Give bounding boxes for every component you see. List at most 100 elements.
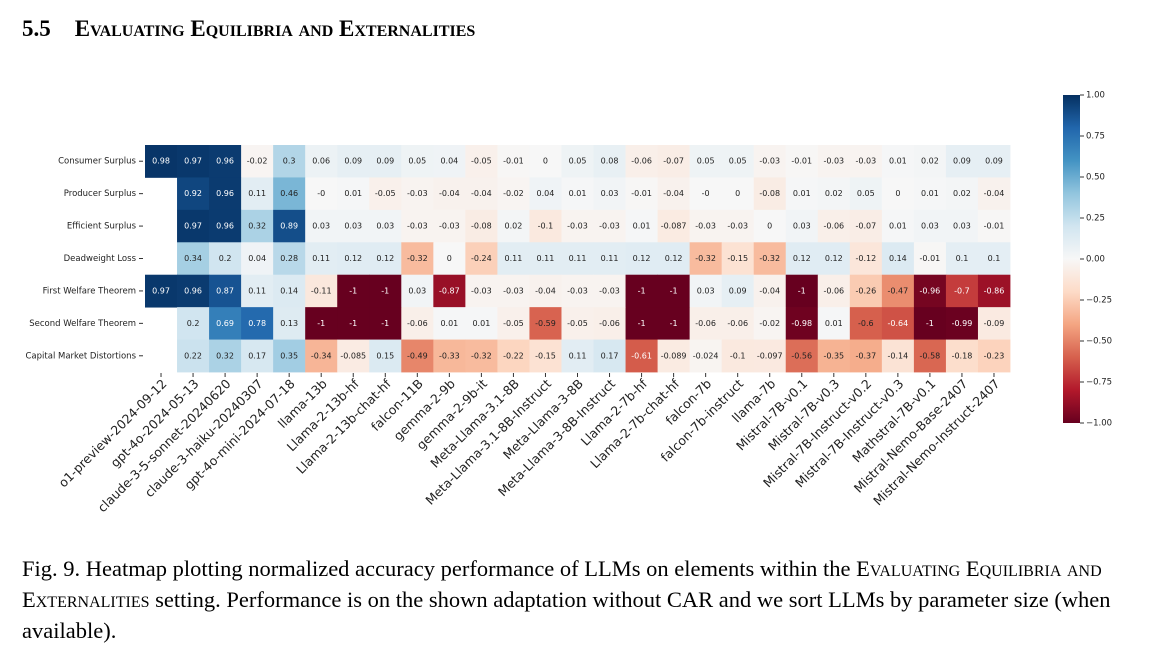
cell-label: 0.46 xyxy=(280,189,298,198)
cell-label: 0.04 xyxy=(248,254,266,263)
cell-label: -0.03 xyxy=(407,222,428,231)
colorbar-tick-label: −0.25 xyxy=(1086,296,1112,306)
cell-label: 0.03 xyxy=(697,286,715,295)
cell-label: -0.33 xyxy=(439,351,460,360)
heatmap-cell xyxy=(497,274,530,308)
cell-label: -0.087 xyxy=(661,222,687,231)
cell-label: 0.92 xyxy=(184,189,202,198)
cell-label: -0.09 xyxy=(984,319,1005,328)
cell-label: 0.01 xyxy=(633,222,651,231)
cell-label: 0.11 xyxy=(312,254,330,263)
cell-label: 0.11 xyxy=(505,254,523,263)
heatmap-cell xyxy=(209,339,242,373)
heatmap-cell xyxy=(209,274,242,308)
heatmap-cell xyxy=(785,242,819,276)
heatmap-cell xyxy=(561,242,594,276)
heatmap-cell xyxy=(753,177,787,211)
cell-label: 0.05 xyxy=(697,157,715,166)
heatmap-cell xyxy=(593,177,626,211)
cell-label: 0.02 xyxy=(953,189,971,198)
cell-label: 0.13 xyxy=(280,319,298,328)
heatmap-cell xyxy=(433,339,466,373)
heatmap-cell xyxy=(785,274,819,308)
section-heading: 5.5 Evaluating Equilibria and Externaliti… xyxy=(22,16,475,42)
cell-label: 0.28 xyxy=(280,254,298,263)
heatmap-cell xyxy=(817,145,851,178)
heatmap-cell xyxy=(337,339,370,373)
cell-label: 0.08 xyxy=(601,157,619,166)
heatmap-cell xyxy=(273,339,306,373)
section-title: Evaluating Equilibria and Externalities xyxy=(74,16,476,41)
heatmap-cell xyxy=(689,242,723,276)
cell-label: -1 xyxy=(349,319,357,328)
cell-label: -1 xyxy=(381,286,389,295)
column-label: claude-3-5-sonnet-20240620 xyxy=(95,376,234,515)
colorbar-tick-label: 1.00 xyxy=(1086,91,1105,101)
heatmap-cell xyxy=(241,242,274,276)
heatmap-cell xyxy=(913,177,947,211)
heatmap-cell xyxy=(785,339,819,373)
heatmap-cell xyxy=(625,209,658,243)
heatmap-cell xyxy=(177,307,210,340)
cell-label: -0.03 xyxy=(503,286,524,295)
heatmap-cell xyxy=(753,145,787,178)
cell-label: -0.02 xyxy=(247,157,268,166)
cell-label: -0 xyxy=(702,189,710,198)
heatmap-cell xyxy=(465,145,498,178)
cell-label: 0.01 xyxy=(889,222,907,231)
heatmap-cell xyxy=(273,177,306,211)
cell-label: -0.01 xyxy=(631,189,652,198)
cell-label: 0.98 xyxy=(152,157,170,166)
cell-label: -0.03 xyxy=(823,157,844,166)
cell-label: 0.12 xyxy=(665,254,683,263)
heatmap-cell xyxy=(369,209,402,243)
heatmap-cell xyxy=(625,307,658,340)
cell-label: -0.32 xyxy=(407,254,428,263)
cell-label: -0.96 xyxy=(920,286,941,295)
heatmap-cell xyxy=(337,145,370,178)
heatmap-cell xyxy=(529,242,562,276)
heatmap-cell xyxy=(977,307,1011,340)
cell-label: 0.89 xyxy=(280,222,298,231)
cell-label: 0.01 xyxy=(793,189,811,198)
heatmap-cell xyxy=(881,145,915,178)
cell-label: -0.64 xyxy=(888,319,909,328)
cell-label: 0.1 xyxy=(988,254,1001,263)
heatmap-cell xyxy=(433,242,466,276)
cell-label: -0.03 xyxy=(599,286,620,295)
heatmap-cell xyxy=(945,209,979,243)
cell-label: 0 xyxy=(735,189,740,198)
cell-label: 0.03 xyxy=(312,222,330,231)
heatmap-cell xyxy=(689,177,723,211)
heatmap-cell xyxy=(433,177,466,211)
heatmap-cell xyxy=(657,307,691,340)
cell-label: -0.06 xyxy=(823,222,844,231)
heatmap-cell xyxy=(913,274,947,308)
cell-label: -0.04 xyxy=(984,189,1005,198)
heatmap-cell xyxy=(369,177,402,211)
cell-label: -0.07 xyxy=(855,222,876,231)
cell-label: -0.35 xyxy=(823,351,844,360)
cell-label: -0.7 xyxy=(954,286,970,295)
cell-label: 0.01 xyxy=(472,319,490,328)
row-label: Capital Market Distortions xyxy=(26,351,137,361)
heatmap-cell xyxy=(177,145,210,178)
cell-label: 0.11 xyxy=(537,254,555,263)
heatmap-cell xyxy=(849,307,883,340)
cell-label: -0.86 xyxy=(984,286,1005,295)
heatmap-cell xyxy=(817,209,851,243)
cell-label: 0.22 xyxy=(184,351,202,360)
heatmap-cell xyxy=(177,274,210,308)
heatmap-cell xyxy=(465,242,498,276)
heatmap-cell xyxy=(849,145,883,178)
heatmap-cell xyxy=(625,145,658,178)
heatmap-cell xyxy=(209,209,242,243)
cell-label: -1 xyxy=(638,319,646,328)
heatmap-cell xyxy=(977,145,1011,178)
cell-label: -0.99 xyxy=(952,319,973,328)
heatmap-cell xyxy=(817,274,851,308)
row-label: Second Welfare Theorem xyxy=(29,319,136,329)
cell-label: 0.03 xyxy=(953,222,971,231)
heatmap-cell xyxy=(945,307,979,340)
cell-label: 0.09 xyxy=(729,286,747,295)
